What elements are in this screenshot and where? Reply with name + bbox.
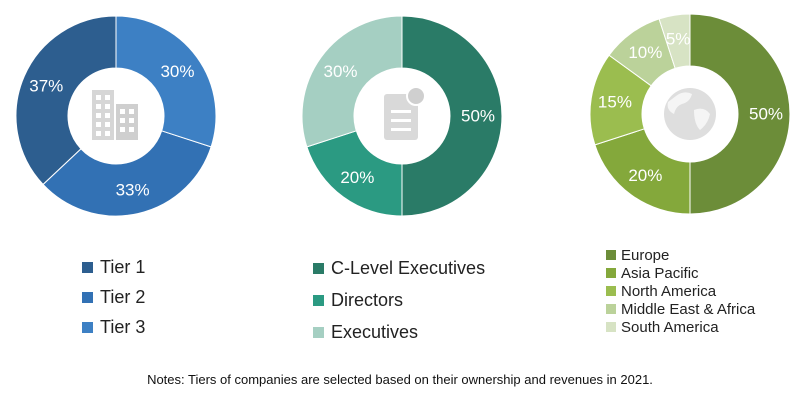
slice-c-level-executives [401, 15, 503, 217]
office-building-icon [92, 90, 138, 140]
legend-item-tier-3: Tier 3 [82, 312, 145, 342]
legend-label: Directors [331, 289, 404, 310]
data-label-north-america: 15% [598, 93, 632, 112]
legend-item-north-america: North America [606, 282, 755, 300]
legend-item-tier-2: Tier 2 [82, 282, 145, 312]
data-label-directors: 20% [340, 168, 374, 187]
data-label-asia-pacific: 20% [628, 166, 662, 185]
legend-item-south-america: South America [606, 318, 755, 336]
slice-europe [689, 13, 791, 215]
slice-tier-1 [15, 15, 117, 186]
legend-label: Middle East & Africa [621, 300, 756, 318]
slice-south-america [658, 13, 691, 69]
legend-swatch [82, 261, 93, 273]
slice-tier-2 [42, 130, 212, 217]
globe-icon [664, 88, 716, 140]
legend-swatch [606, 250, 616, 260]
legend-swatch [606, 322, 616, 332]
donut-charts: 37% 33% 30% 50% 20% 30% 50% 20% 15% 10%5% [15, 13, 791, 217]
slice-asia-pacific [594, 128, 691, 215]
legend-designations: C-Level Executives Directors Executives [313, 252, 485, 348]
donut-chart-3: 50% 20% 15% 10%5% [589, 13, 791, 215]
legend-item-c-level-executives: C-Level Executives [313, 252, 485, 284]
legend-item-tier-1: Tier 1 [82, 252, 145, 282]
data-label-executives: 30% [323, 62, 357, 81]
legend-label: North America [621, 282, 717, 300]
slice-directors [306, 130, 403, 217]
legend-regions: Europe Asia Pacific North America Middle Ea… [606, 246, 755, 336]
data-label-south-america: 5% [666, 29, 691, 48]
legend-item-executives: Executives [313, 316, 485, 348]
legend-swatch [313, 294, 324, 306]
slice-tier-3 [115, 15, 217, 148]
slice-executives [301, 15, 403, 148]
donut-chart-2: 50% 20% 30% [301, 15, 503, 217]
legend-label: South America [621, 318, 719, 336]
data-label-tier-2: 33% [116, 181, 150, 200]
legend-label: Europe [621, 246, 670, 264]
legend-label: Tier 1 [100, 256, 146, 277]
legend-swatch [606, 304, 616, 314]
legend-swatch [313, 262, 324, 274]
data-label-tier-3: 30% [160, 62, 194, 81]
document-icon [384, 86, 426, 140]
notes-text: Notes: Tiers of companies are selected b… [147, 372, 653, 387]
legend-label: Asia Pacific [621, 264, 699, 282]
legend-item-europe: Europe [606, 246, 755, 264]
data-label-middle-east-and-africa: 10% [628, 43, 662, 62]
donut-chart-1: 37% 33% 30% [15, 15, 217, 217]
legend-swatch [606, 268, 616, 278]
legend-swatch [82, 321, 93, 333]
legend-label: Tier 3 [100, 316, 146, 337]
data-label-c-level-executives: 50% [461, 107, 495, 126]
legend-item-middle-east-and-africa: Middle East & Africa [606, 300, 755, 318]
legend-label: Tier 2 [100, 286, 146, 307]
legend-swatch [82, 291, 93, 303]
legend-item-asia-pacific: Asia Pacific [606, 264, 755, 282]
legend-swatch [606, 286, 616, 296]
legend-item-directors: Directors [313, 284, 485, 316]
legend-label: C-Level Executives [331, 257, 486, 278]
data-label-tier-1: 37% [29, 76, 63, 95]
legend-tiers: Tier 1 Tier 2 Tier 3 [82, 252, 145, 342]
legend-label: Executives [331, 321, 419, 342]
legend-swatch [313, 326, 324, 338]
data-label-europe: 50% [749, 105, 783, 124]
